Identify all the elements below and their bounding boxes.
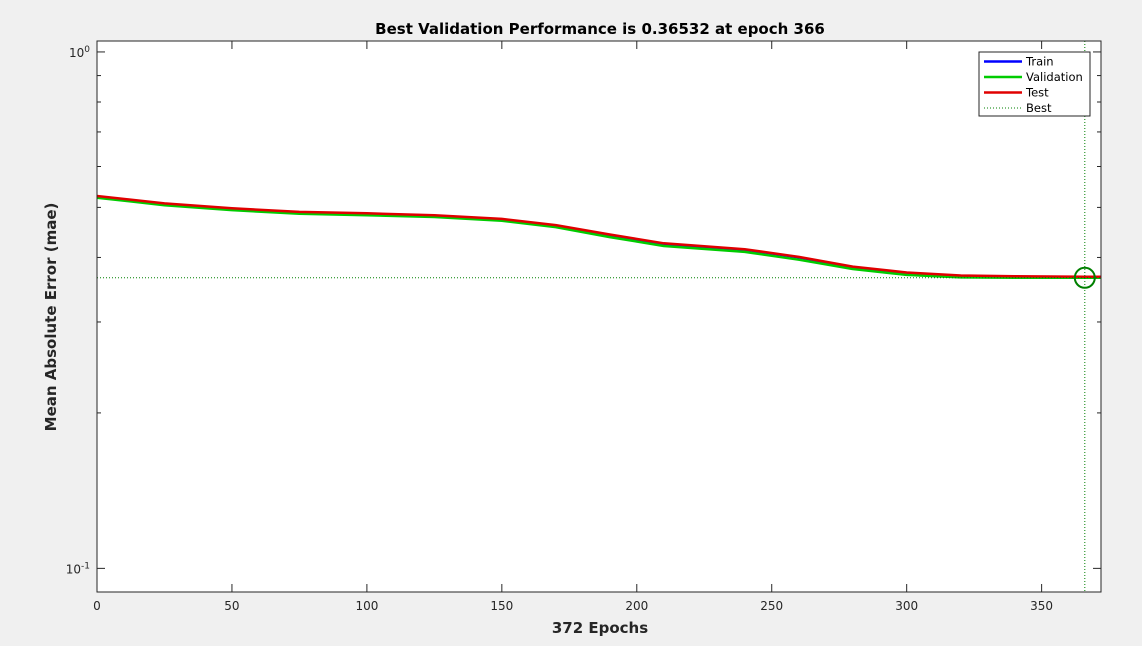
- x-tick-label: 50: [224, 599, 239, 613]
- y-axis-label: Mean Absolute Error (mae): [42, 203, 60, 432]
- x-tick-label: 350: [1030, 599, 1053, 613]
- series-layer: [96, 194, 1101, 280]
- plot-frame: [96, 40, 1102, 593]
- x-tick-label: 250: [760, 599, 783, 613]
- plot-area: [97, 41, 1101, 592]
- x-axis-label: 372 Epochs: [552, 619, 648, 637]
- x-tick-label: 100: [355, 599, 378, 613]
- y-tick-label: 100: [69, 45, 90, 60]
- legend-label-best: Best: [1026, 101, 1052, 115]
- x-tick-label: 300: [895, 599, 918, 613]
- legend-label-train: Train: [1025, 55, 1054, 69]
- legend-label-validation: Validation: [1026, 70, 1083, 84]
- best-layer: [97, 41, 1101, 592]
- x-axis: 0 50 100 150 200 250 300 350: [93, 41, 1053, 613]
- x-tick-label: 0: [93, 599, 101, 613]
- series-line-test: [96, 194, 1101, 279]
- x-tick-label: 200: [625, 599, 648, 613]
- y-tick-label: 10-1: [66, 561, 90, 576]
- chart-title: Best Validation Performance is 0.36532 a…: [375, 20, 825, 38]
- legend: Train Validation Test Best: [978, 51, 1091, 117]
- legend-label-test: Test: [1025, 86, 1049, 100]
- series-line-validation: [96, 196, 1101, 280]
- best-marker: [1073, 266, 1096, 289]
- x-tick-label: 150: [490, 599, 513, 613]
